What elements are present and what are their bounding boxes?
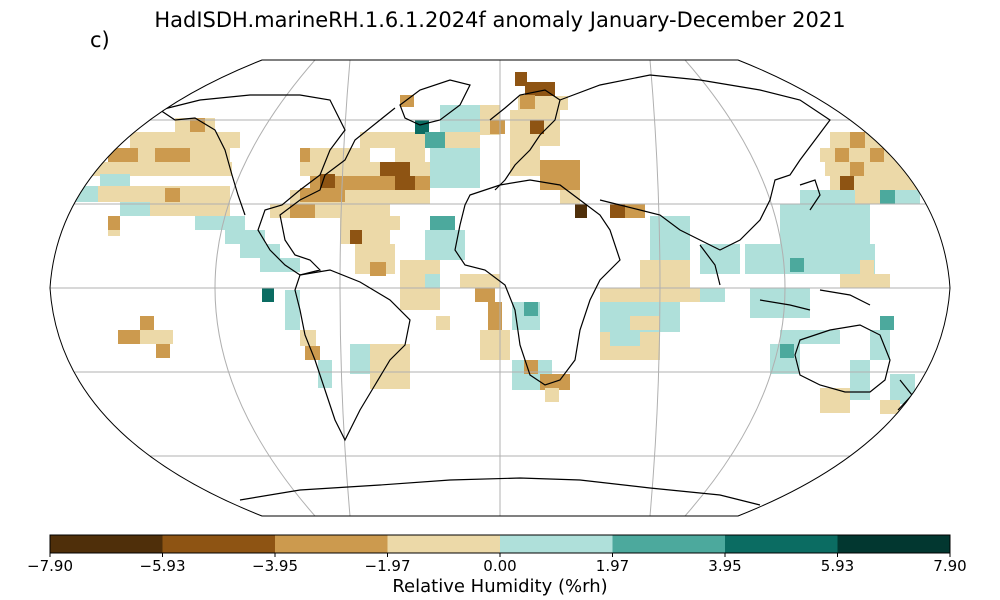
colorbar bbox=[49, 534, 951, 557]
colorbar-label: Relative Humidity (%rh) bbox=[392, 576, 608, 597]
colorbar-tick-label: 5.93 bbox=[820, 557, 855, 575]
graticule bbox=[50, 60, 950, 516]
map-title: HadISDH.marineRH.1.6.1.2024f anomaly Jan… bbox=[154, 8, 846, 32]
colorbar-tick-label: −7.90 bbox=[27, 557, 73, 575]
colorbar-swatch bbox=[387, 535, 501, 553]
colorbar-swatch bbox=[500, 535, 613, 553]
colorbar-tick-label: 7.90 bbox=[933, 557, 967, 575]
colorbar-swatch bbox=[725, 535, 838, 553]
colorbar-tick-label: −1.97 bbox=[364, 557, 411, 575]
colorbar-tick-label: 3.95 bbox=[708, 557, 742, 575]
globe-outline bbox=[49, 59, 951, 517]
coastlines bbox=[159, 74, 913, 506]
colorbar-swatch bbox=[50, 535, 163, 553]
colorbar-swatch bbox=[612, 535, 726, 553]
colorbar-tick-label: 1.97 bbox=[595, 557, 630, 575]
colorbar-swatch bbox=[275, 535, 388, 553]
colorbar-swatch bbox=[837, 535, 951, 553]
panel-label: c) bbox=[90, 28, 110, 52]
colorbar-tick-label: −5.93 bbox=[139, 557, 186, 575]
colorbar-swatch bbox=[162, 535, 276, 553]
colorbar-tick-label: −3.95 bbox=[252, 557, 298, 575]
anomaly-cells bbox=[70, 72, 920, 414]
colorbar-tick-label: 0.00 bbox=[483, 557, 517, 575]
